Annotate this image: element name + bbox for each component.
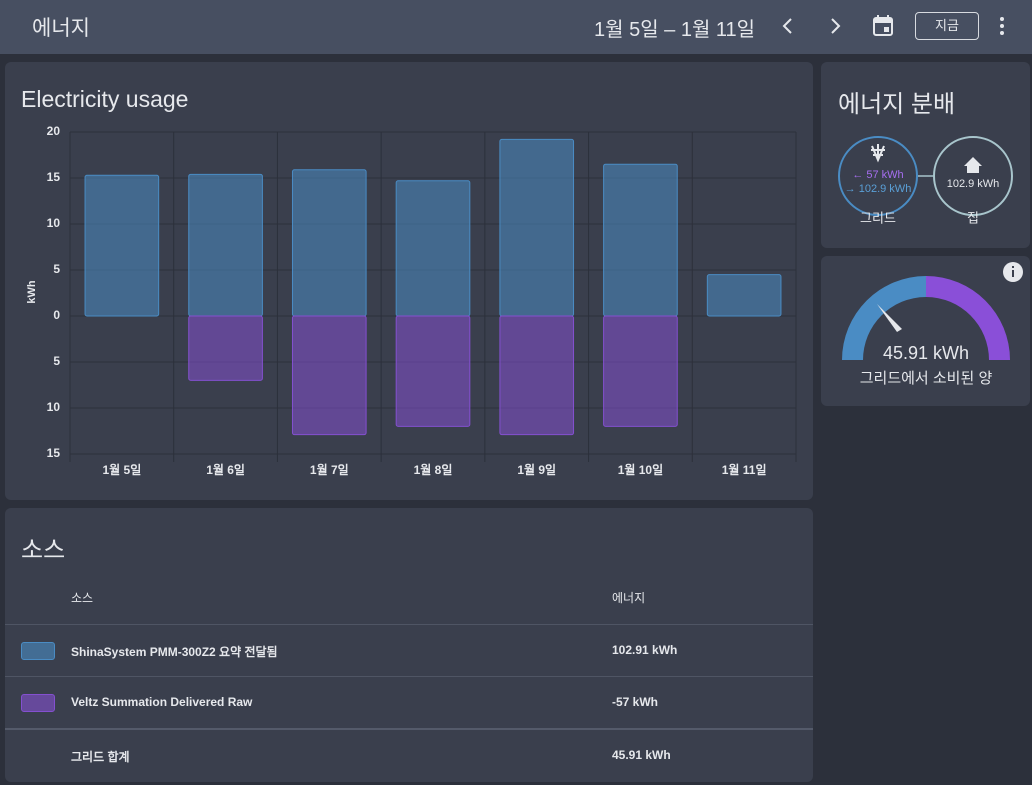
date-range: 1월 5일 – 1월 11일 bbox=[594, 19, 756, 41]
x-tick-label: 1월 9일 bbox=[517, 462, 556, 477]
x-tick-label: 1월 6일 bbox=[206, 462, 245, 477]
bar bbox=[395, 315, 471, 427]
x-tick-label: 1월 10일 bbox=[618, 462, 663, 477]
y-axis-label: kWh bbox=[26, 280, 38, 304]
home-value: 102.9 kWh bbox=[947, 178, 1000, 190]
y-tick-label: 10 bbox=[47, 216, 61, 230]
grid-to: → 102.9 kWh bbox=[845, 183, 912, 195]
bar bbox=[603, 315, 678, 427]
column-header: 소스 bbox=[71, 591, 94, 605]
bar bbox=[499, 138, 575, 317]
chart-title: Electricity usage bbox=[21, 86, 189, 112]
total-label: 그리드 합계 bbox=[71, 750, 130, 764]
y-tick-label: 5 bbox=[53, 262, 60, 276]
bar bbox=[291, 169, 367, 317]
gauge: 45.91 kWh 그리드에서 소비된 양 bbox=[842, 262, 1023, 387]
source-name: ShinaSystem PMM-300Z2 요약 전달됨 bbox=[71, 645, 278, 659]
sources-title: 소스 bbox=[21, 537, 66, 564]
x-tick-label: 1월 11일 bbox=[722, 462, 767, 477]
y-tick-label: 15 bbox=[47, 446, 61, 460]
grid-from: ← 57 kWh bbox=[852, 169, 903, 181]
y-tick-label: 10 bbox=[47, 400, 61, 414]
gauge-label: 그리드에서 소비된 양 bbox=[860, 370, 993, 387]
bar bbox=[603, 163, 678, 317]
source-name: Veltz Summation Delivered Raw bbox=[71, 695, 253, 709]
x-tick-label: 1월 8일 bbox=[414, 462, 453, 477]
sources-card: 소스 소스 에너지 ShinaSystem PMM-300Z2 요약 전달됨 1… bbox=[5, 508, 813, 782]
y-tick-label: 0 bbox=[53, 308, 60, 322]
calendar-button[interactable] bbox=[872, 14, 894, 38]
chart: kWh 15 10 5 0 5 10 15 20 1월 5일 1월 6일 1월 7일 1월 8일 1월 9… bbox=[26, 124, 797, 477]
swatch bbox=[21, 642, 55, 660]
top-bar: 에너지 1월 5일 – 1월 11일 지금 bbox=[0, 0, 1032, 54]
distribution-card: 에너지 분배 ← 57 kWh → 102.9 kWh 102.9 kWh 그리… bbox=[821, 62, 1030, 248]
bar bbox=[395, 180, 471, 317]
divider bbox=[5, 728, 813, 730]
gauge-value: 45.91 kWh bbox=[883, 343, 969, 363]
y-tick-label: 15 bbox=[47, 170, 61, 184]
total-energy: 45.91 kWh bbox=[612, 748, 671, 762]
source-energy: 102.91 kWh bbox=[612, 643, 678, 657]
grid-label: 그리드 bbox=[860, 210, 896, 225]
y-tick-label: 20 bbox=[47, 124, 61, 138]
x-tick-label: 1월 7일 bbox=[310, 462, 349, 477]
bar bbox=[291, 315, 367, 436]
distribution-diagram: ← 57 kWh → 102.9 kWh 102.9 kWh 그리드 집 bbox=[838, 136, 1013, 225]
gauge-card: 45.91 kWh 그리드에서 소비된 양 bbox=[821, 256, 1030, 406]
source-energy: -57 kWh bbox=[612, 695, 659, 709]
prev-button[interactable] bbox=[778, 14, 798, 38]
bar bbox=[706, 274, 782, 317]
divider bbox=[5, 624, 813, 625]
bar bbox=[188, 173, 263, 317]
swatch bbox=[21, 694, 55, 712]
bar bbox=[499, 315, 575, 436]
now-button[interactable]: 지금 bbox=[915, 12, 979, 40]
distribution-title: 에너지 분배 bbox=[838, 91, 956, 118]
home-label: 집 bbox=[967, 210, 979, 225]
y-tick-label: 5 bbox=[53, 354, 60, 368]
divider bbox=[5, 676, 813, 677]
menu-button[interactable] bbox=[994, 14, 1010, 38]
page-title: 에너지 bbox=[32, 17, 90, 40]
column-header: 에너지 bbox=[612, 591, 646, 605]
x-tick-label: 1월 5일 bbox=[102, 462, 141, 477]
next-button[interactable] bbox=[825, 14, 845, 38]
bar bbox=[84, 174, 160, 317]
bar bbox=[188, 315, 263, 381]
